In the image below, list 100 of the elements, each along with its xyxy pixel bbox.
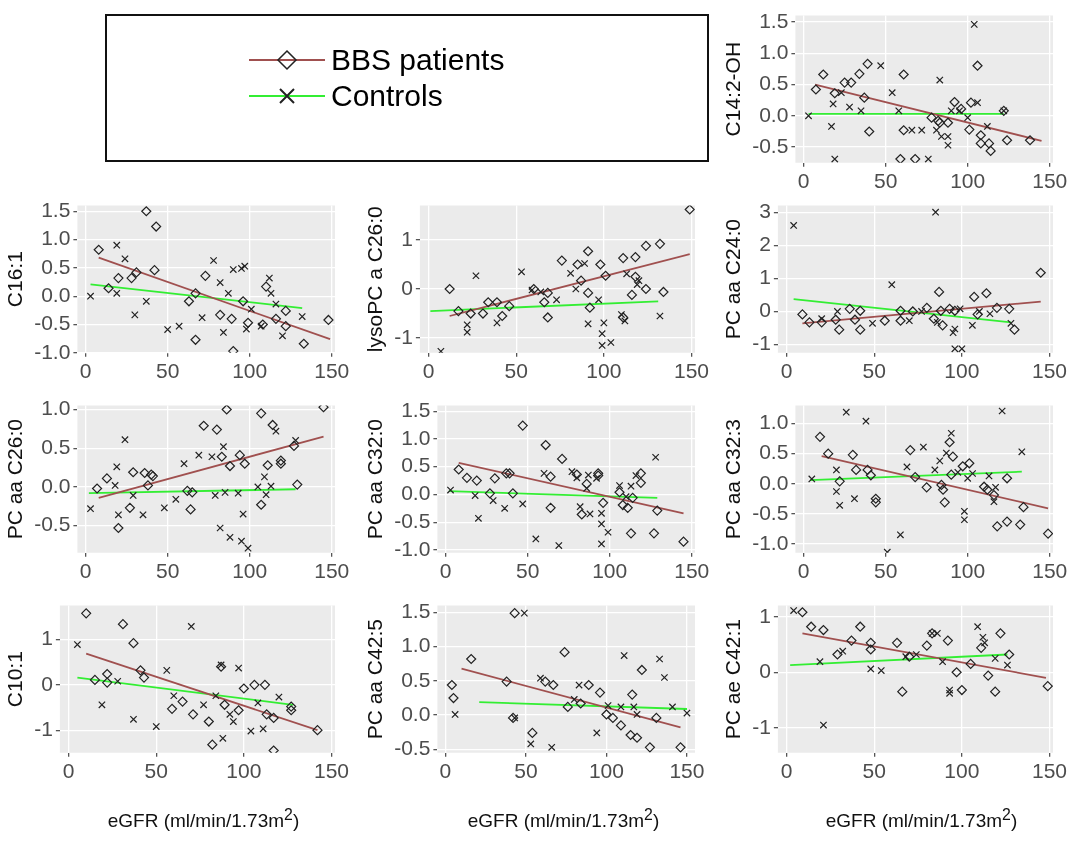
point	[256, 408, 267, 419]
x-tick-label: 100	[226, 759, 262, 783]
point	[818, 69, 829, 80]
point	[834, 476, 845, 487]
point	[93, 244, 104, 255]
y-tick-label: 0.0	[759, 470, 789, 494]
x-tick-label: 50	[873, 169, 898, 193]
point	[103, 283, 114, 294]
point	[808, 475, 816, 483]
y-tick-label: 1.5	[401, 599, 431, 623]
point	[593, 729, 601, 737]
point	[658, 286, 669, 298]
point	[580, 259, 589, 268]
point	[897, 686, 908, 697]
point	[947, 107, 956, 115]
point	[291, 436, 300, 445]
point	[926, 112, 937, 123]
point	[870, 497, 881, 508]
point	[975, 130, 986, 141]
point	[633, 710, 641, 719]
point	[944, 437, 955, 448]
point	[597, 540, 606, 548]
point	[555, 541, 563, 550]
point	[630, 703, 638, 711]
point	[270, 313, 282, 324]
point	[244, 544, 252, 552]
point	[562, 701, 573, 713]
point	[537, 288, 545, 296]
point	[187, 622, 196, 631]
point	[260, 473, 269, 481]
legend-label: Controls	[331, 79, 443, 113]
point	[633, 280, 641, 289]
point	[964, 124, 975, 135]
point	[936, 479, 947, 491]
point	[187, 487, 198, 498]
point	[849, 314, 861, 325]
point	[635, 477, 646, 488]
point	[907, 306, 918, 317]
point	[198, 420, 209, 431]
point	[618, 253, 629, 264]
point	[1009, 324, 1020, 335]
point	[797, 607, 808, 618]
point	[956, 684, 967, 696]
x-tick-label: 0	[79, 559, 92, 583]
point	[576, 502, 584, 511]
point	[556, 255, 567, 266]
point	[484, 488, 495, 499]
point	[617, 703, 625, 711]
point	[224, 460, 236, 472]
point	[928, 313, 939, 324]
point	[951, 667, 962, 678]
point	[991, 302, 1003, 313]
y-axis-title: PC aa C26:0	[3, 419, 27, 540]
point	[162, 666, 171, 675]
y-axis-title: PC aa C32:3	[721, 419, 745, 540]
point	[195, 451, 203, 459]
point	[86, 292, 95, 300]
point	[862, 58, 873, 69]
point	[888, 88, 896, 97]
point	[566, 269, 575, 278]
point	[597, 520, 606, 528]
point	[1003, 661, 1012, 669]
point	[957, 461, 968, 472]
point	[965, 658, 976, 670]
point	[208, 452, 216, 461]
point	[975, 307, 984, 316]
point	[845, 103, 854, 111]
y-tick-label: -0.5	[34, 512, 71, 536]
point	[618, 312, 629, 323]
y-tick-label: -0.5	[752, 133, 789, 157]
point	[298, 338, 309, 349]
point	[949, 328, 957, 337]
point	[268, 745, 279, 753]
point	[117, 619, 129, 630]
point	[261, 709, 272, 720]
point	[547, 743, 556, 752]
y-tick-label: 1.0	[41, 396, 71, 420]
point	[536, 674, 545, 682]
point	[180, 459, 188, 468]
x-tick-label: 50	[514, 759, 538, 783]
point	[542, 312, 553, 323]
point	[985, 145, 996, 156]
point	[124, 502, 135, 513]
point	[556, 453, 568, 465]
point	[833, 307, 842, 316]
point	[903, 463, 911, 471]
point	[859, 92, 870, 103]
y-tick-label: 3	[759, 199, 771, 223]
y-tick-label: 1.0	[401, 633, 431, 657]
y-axis-title: PC aa C42:5	[363, 619, 387, 740]
point	[500, 504, 509, 513]
point	[262, 460, 273, 471]
point	[559, 647, 570, 658]
point	[242, 325, 251, 333]
point	[239, 510, 247, 518]
point	[583, 679, 594, 691]
point	[446, 679, 457, 691]
point	[832, 649, 843, 660]
x-tick-label: 150	[314, 559, 350, 583]
point	[471, 475, 482, 486]
